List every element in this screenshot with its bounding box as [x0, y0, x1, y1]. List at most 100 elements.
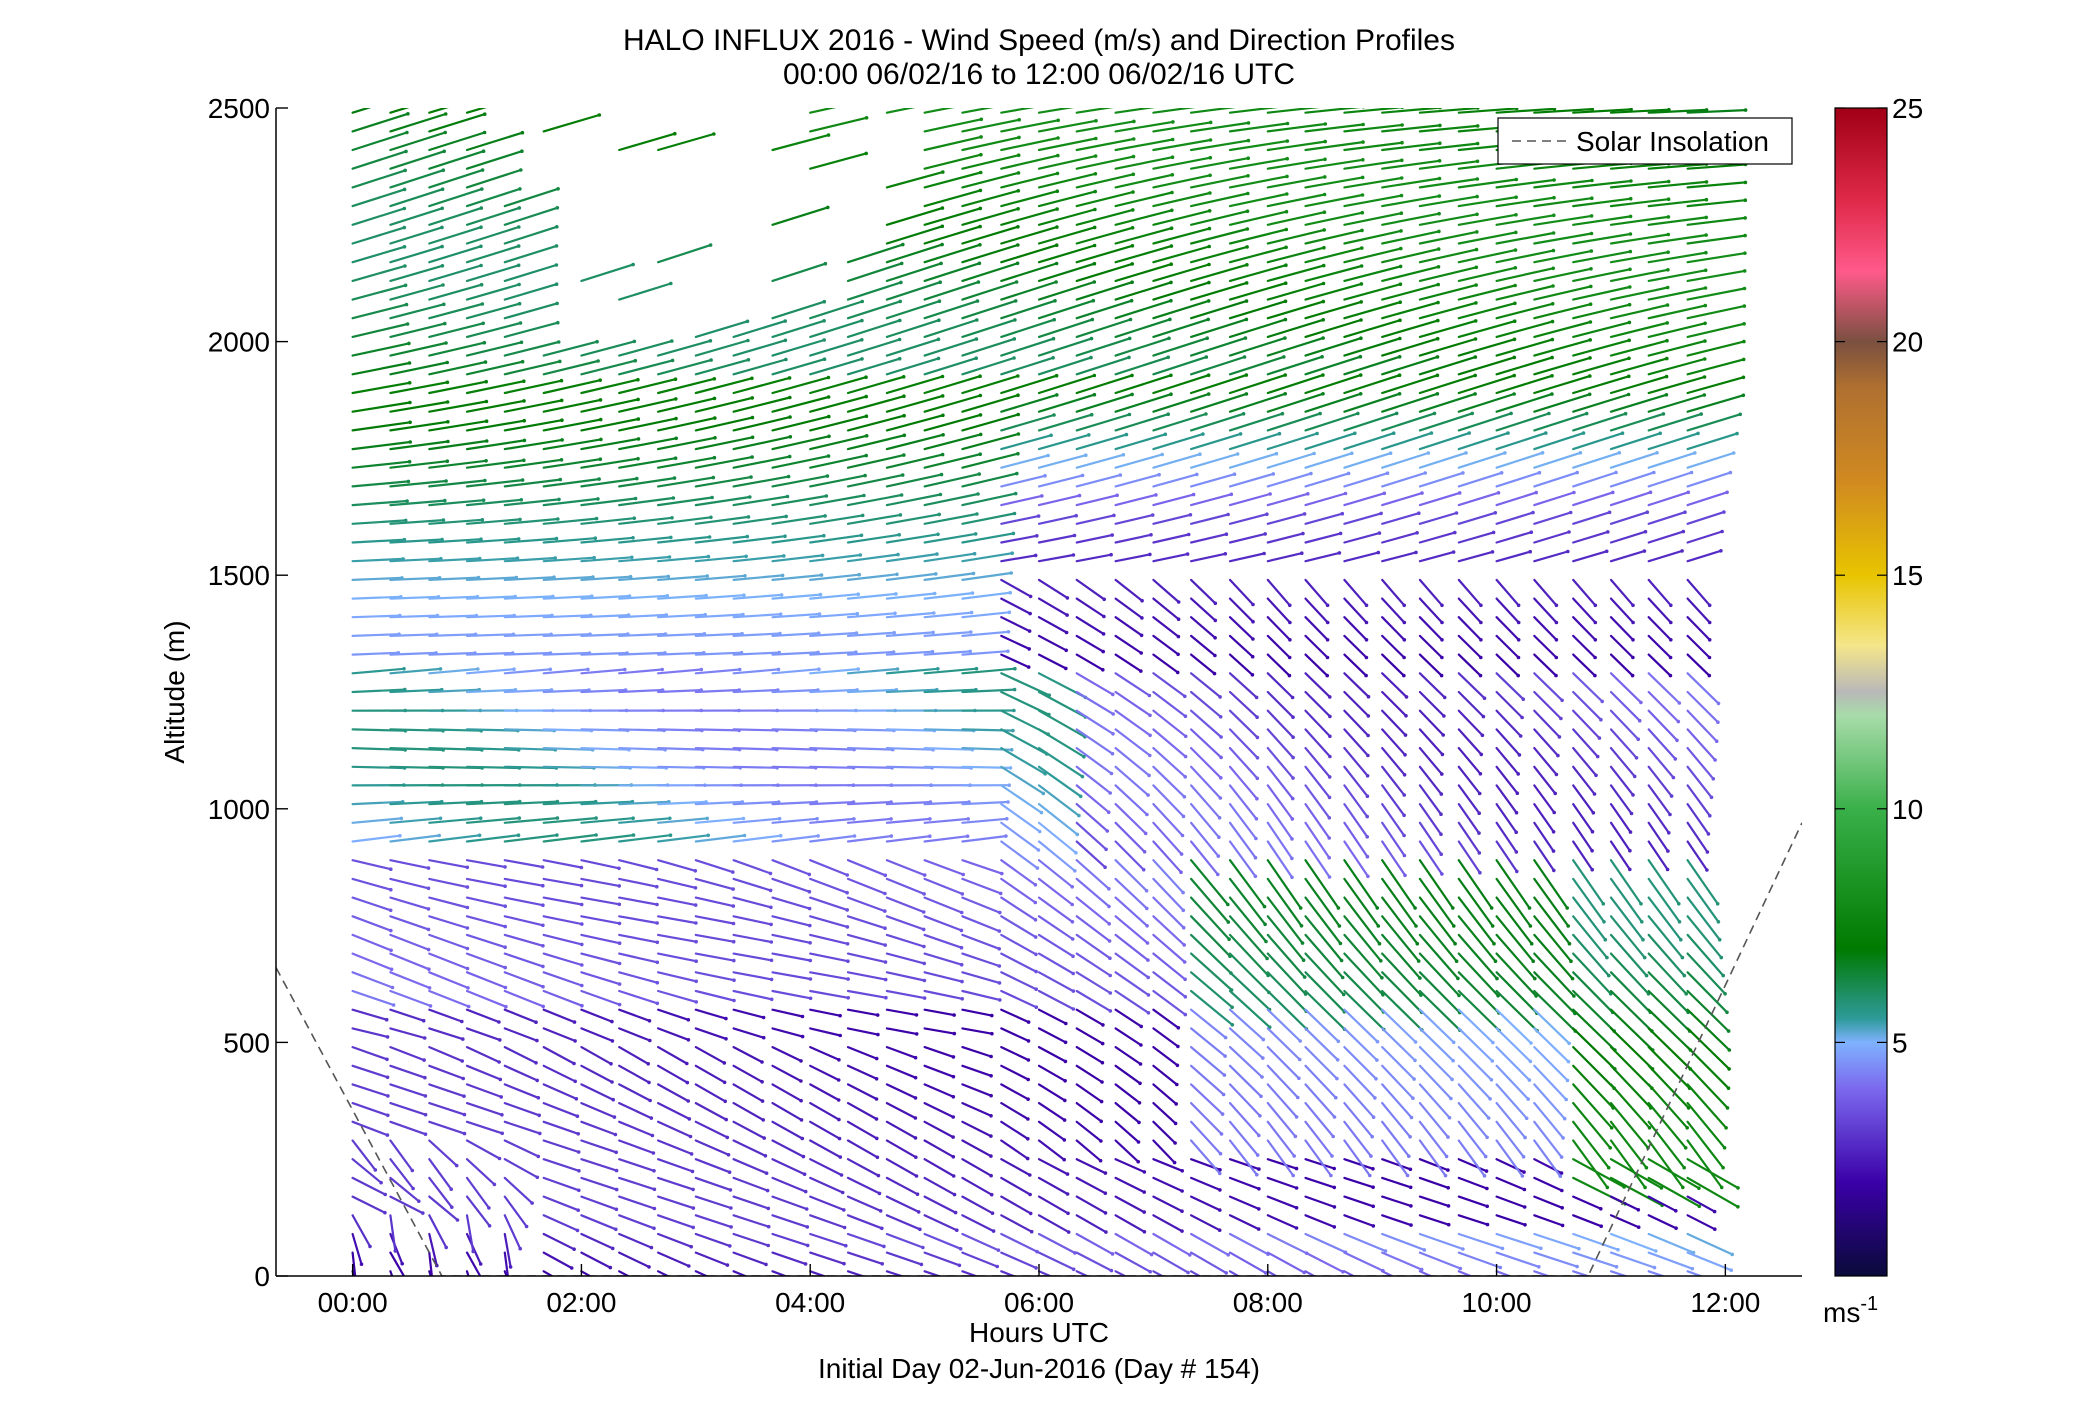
wind-vector-tip — [1366, 874, 1370, 879]
wind-vector — [1609, 1083, 1651, 1129]
wind-vector — [885, 414, 945, 432]
wind-vector-tip — [1481, 714, 1486, 719]
wind-vector-tip — [647, 1265, 651, 1269]
wind-vector-tip — [1011, 728, 1015, 733]
wind-vector-tip — [1491, 1040, 1495, 1045]
wind-vector — [1418, 1270, 1434, 1276]
wind-vector — [618, 359, 674, 376]
wind-vector — [1075, 337, 1131, 357]
wind-vector — [1000, 578, 1032, 598]
wind-vector-tip — [1244, 373, 1249, 377]
wind-vector — [428, 302, 484, 320]
wind-vector — [694, 668, 741, 675]
wind-vector — [1381, 1270, 1395, 1276]
wind-vector — [1381, 709, 1407, 737]
wind-vector-tip — [1176, 600, 1181, 604]
wind-vector — [465, 264, 520, 282]
wind-vector — [503, 746, 557, 751]
wind-vector — [389, 499, 446, 507]
wind-vector-tip — [599, 437, 603, 442]
wind-vector-tip — [443, 498, 447, 503]
wind-vector-tip — [389, 928, 393, 933]
wind-vector — [1037, 1027, 1067, 1044]
wind-vector — [542, 1195, 580, 1212]
wind-vector — [1000, 136, 1060, 152]
wind-vector-tip — [1089, 412, 1094, 417]
wind-vector-tip — [769, 922, 773, 927]
wind-vector — [1228, 1195, 1260, 1211]
wind-vector-tip — [1385, 471, 1390, 476]
wind-vector — [656, 800, 708, 806]
wind-vector — [1343, 952, 1385, 996]
wind-vector — [1304, 1120, 1334, 1158]
wind-vector — [351, 800, 404, 806]
wind-vector — [1266, 193, 1326, 208]
wind-vector-tip — [462, 1131, 467, 1136]
wind-vector-tip — [405, 130, 409, 135]
wind-vector — [1304, 1101, 1335, 1138]
wind-vector-tip — [1665, 867, 1670, 872]
wind-vector-tip — [1036, 514, 1041, 518]
wind-vector — [1152, 1083, 1178, 1106]
wind-vector — [1000, 859, 1037, 886]
wind-vector — [846, 434, 906, 451]
wind-vector-tip — [507, 1282, 511, 1286]
wind-vector-tip — [1435, 355, 1440, 359]
wind-vector-tip — [354, 1280, 358, 1284]
wind-vector — [961, 989, 1001, 1002]
wind-vector-tip — [1742, 286, 1747, 291]
wind-vector — [351, 688, 406, 694]
wind-vector-tip — [480, 518, 485, 522]
wind-vector — [1647, 1214, 1678, 1230]
wind-vector-tip — [441, 283, 445, 287]
wind-vector — [1533, 1214, 1564, 1227]
wind-vector-tip — [1588, 302, 1593, 307]
wind-vector-tip — [1402, 655, 1406, 660]
wind-vector-tip — [408, 440, 413, 444]
wind-vector-tip — [845, 873, 849, 877]
wind-vector-tip — [921, 1245, 925, 1250]
wind-vector — [1418, 392, 1477, 413]
wind-vector — [1647, 198, 1708, 208]
wind-vector-tip — [628, 574, 633, 579]
wind-vector — [1343, 283, 1402, 301]
wind-vector-tip — [1028, 1192, 1032, 1197]
wind-vector — [961, 552, 1014, 563]
wind-vector — [1609, 393, 1668, 413]
wind-vector — [542, 1064, 577, 1083]
wind-vector — [1381, 653, 1405, 677]
wind-vector-tip — [1015, 471, 1019, 476]
wind-vector — [1572, 933, 1610, 977]
wind-vector — [961, 915, 1001, 933]
wind-vector — [580, 746, 631, 751]
wind-vector-tip — [897, 533, 901, 537]
wind-vector — [1533, 765, 1557, 795]
wind-vector-tip — [1140, 616, 1144, 620]
wind-vector — [1686, 784, 1711, 817]
wind-vector-tip — [441, 168, 446, 172]
wind-vector — [1189, 452, 1239, 469]
wind-vector — [1266, 896, 1304, 945]
wind-vector-tip — [1560, 1188, 1564, 1193]
wind-vector-tip — [1139, 651, 1143, 655]
wind-vector — [1304, 374, 1362, 395]
wind-vector-tip — [1478, 870, 1482, 875]
wind-vector-tip — [1180, 1229, 1184, 1233]
wind-vector-tip — [1071, 989, 1076, 993]
wind-vector-tip — [559, 378, 564, 383]
wind-vector — [618, 132, 676, 152]
wind-vector — [1418, 597, 1444, 624]
wind-vector — [1381, 124, 1442, 133]
wind-vector-tip — [444, 1245, 449, 1250]
wind-vector-tip — [1475, 159, 1480, 164]
wind-vector-tip — [951, 1074, 956, 1079]
wind-vector-tip — [1065, 596, 1070, 600]
wind-vector-tip — [1721, 973, 1725, 978]
wind-vector-tip — [1569, 959, 1573, 963]
wind-vector-tip — [1056, 136, 1060, 140]
wind-vector-tip — [1182, 943, 1186, 947]
wind-vector — [428, 1232, 438, 1267]
wind-vector — [1000, 896, 1037, 921]
wind-vector — [1152, 1045, 1179, 1067]
wind-vector — [1343, 159, 1403, 170]
